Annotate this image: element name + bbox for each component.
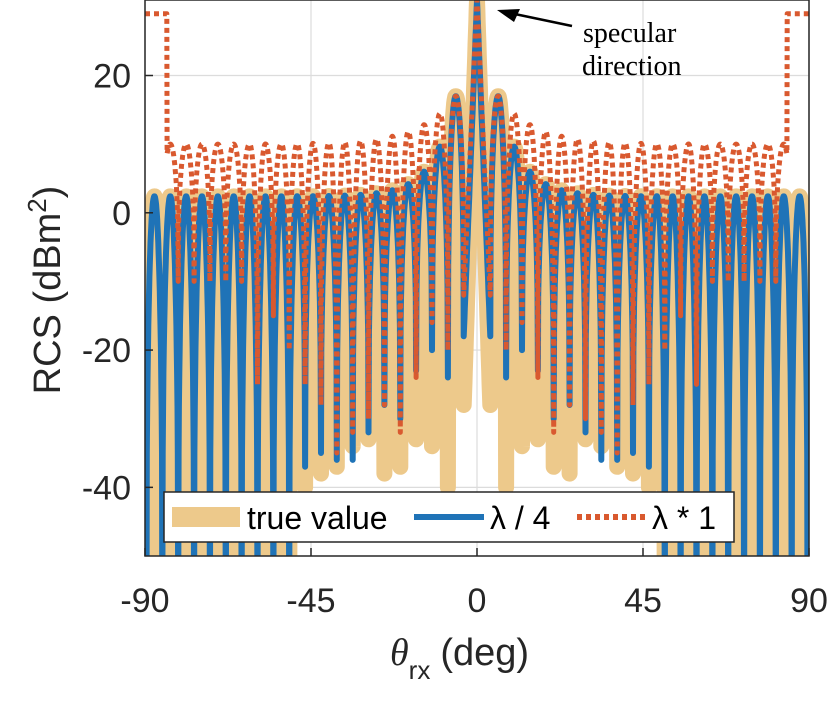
legend-label-true-value: true value: [247, 500, 388, 536]
legend-label-lambda-one: λ * 1: [652, 500, 716, 536]
y-tick-label: -20: [82, 332, 131, 370]
x-axis-theta: θ: [390, 632, 409, 674]
y-axis-main: RCS (dBm: [27, 213, 69, 395]
y-axis-superscript: 2: [22, 198, 52, 212]
annotation-arrow-shaft: [509, 11, 573, 28]
y-axis-title: RCS (dBm2): [22, 186, 69, 395]
annotation: specular direction: [497, 9, 682, 82]
legend-label-lambda-quarter: λ / 4: [490, 500, 550, 536]
series-layer: [145, 0, 809, 556]
annotation-arrow-head: [497, 9, 520, 22]
x-tick-label: 45: [624, 582, 662, 620]
x-axis-subscript: rx: [409, 655, 431, 685]
x-tick-label: 90: [790, 582, 828, 620]
annotation-line-1: specular: [583, 18, 677, 49]
x-axis-title: θrx (deg): [390, 632, 529, 685]
annotation-line-2: direction: [582, 51, 682, 82]
y-tick-label: 20: [93, 58, 131, 96]
x-axis-unit: (deg): [440, 632, 529, 674]
ticks: -90 -45 0 45 90 -40 -20 0 20: [82, 58, 828, 620]
x-tick-label: 0: [468, 582, 487, 620]
y-axis-close: ): [27, 186, 69, 199]
x-tick-label: -45: [286, 582, 335, 620]
y-tick-label: -40: [82, 469, 131, 507]
y-tick-label: 0: [112, 195, 131, 233]
x-tick-label: -90: [120, 582, 169, 620]
legend: true value λ / 4 λ * 1: [163, 491, 735, 543]
